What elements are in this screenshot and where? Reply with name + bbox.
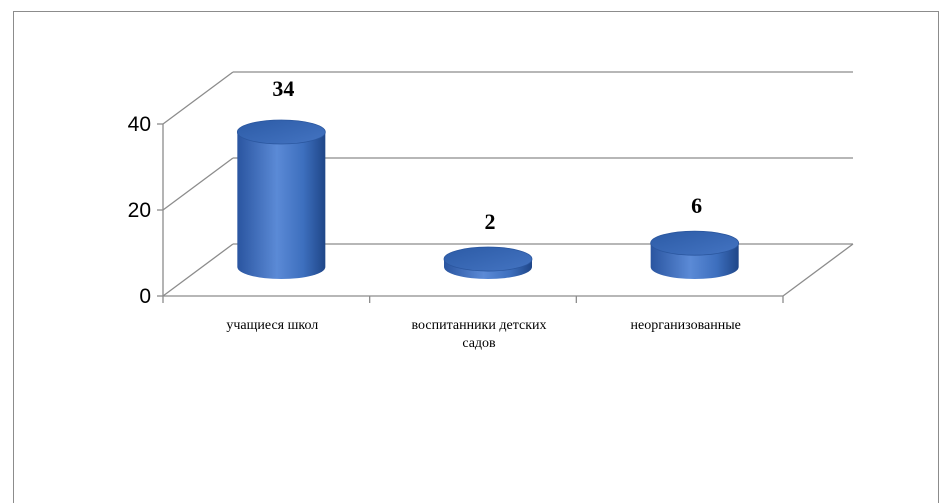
bar-top xyxy=(236,119,326,145)
x-tick-label-line: садов xyxy=(462,336,496,351)
x-tick-label: неорганизованные xyxy=(630,318,740,333)
label-layer: 34 2 6 учащиеся школ воспитанники детских сад… xyxy=(226,76,740,351)
x-tick-label: учащиеся школ xyxy=(226,318,318,333)
x-tick-label-line: воспитанники детских xyxy=(412,318,547,333)
data-label: 2 xyxy=(485,209,496,234)
x-tick-label-line: учащиеся школ xyxy=(226,318,318,333)
y-tick-label: 40 xyxy=(128,113,151,136)
bar-top xyxy=(443,246,533,272)
gridline-side-0 xyxy=(162,243,234,297)
bar-0 xyxy=(236,119,326,279)
bar-2 xyxy=(650,230,740,279)
grid-layer xyxy=(162,71,854,297)
bar-1 xyxy=(443,246,533,279)
data-label: 6 xyxy=(691,193,702,218)
y-tick-label: 20 xyxy=(128,199,151,222)
data-label: 34 xyxy=(272,76,294,101)
y-tick-label: 0 xyxy=(139,285,151,308)
bar-body xyxy=(237,132,326,279)
floor-right-edge xyxy=(782,243,854,297)
axis-layer: 0 20 40 xyxy=(128,113,784,308)
gridline-side-40 xyxy=(162,71,234,125)
x-tick-label: воспитанники детских садов xyxy=(412,318,547,351)
bar-top xyxy=(650,230,740,256)
x-tick-label-line: неорганизованные xyxy=(630,318,740,333)
chart-frame xyxy=(13,11,939,503)
gridline-side-20 xyxy=(162,157,234,211)
bar-layer xyxy=(236,119,740,279)
